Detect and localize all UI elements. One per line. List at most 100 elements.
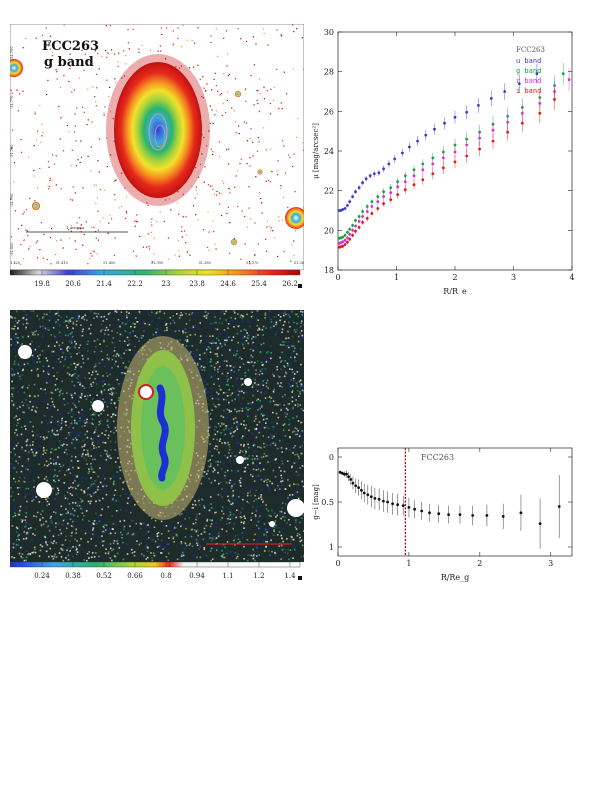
x-tick-label: 0: [335, 559, 340, 568]
x-tick-label: 1: [406, 559, 411, 568]
data-point: [517, 82, 521, 85]
star: [231, 239, 237, 245]
data-point: [447, 513, 450, 516]
x-tick-label: 0: [335, 273, 340, 282]
colorbar-svg: 19.8 20.6 21.4 22.2 23 23.8 24.6 25.4 26.2: [10, 269, 302, 288]
y-axis-label: μ [mag/arcsec²]: [312, 123, 320, 179]
colorbar-tick-label: 23.8: [189, 280, 205, 288]
data-point: [376, 207, 380, 210]
dec-tick-label: -34.800: [10, 243, 14, 256]
y-tick-label: 24: [324, 147, 334, 156]
data-point: [421, 178, 425, 182]
y-tick-label: 22: [324, 187, 334, 196]
data-point: [370, 212, 374, 215]
star: [36, 482, 52, 498]
dec-tick-labels: -34.760 -34.770 -34.780 -34.790 -34.800: [10, 47, 14, 256]
data-point: [471, 514, 475, 517]
sb-profile-svg: 0 1 2 3 4 18 20 22 24 26 28 30 R/R_e μ [mag/arcsec²] F…: [312, 28, 575, 294]
data-point: [343, 243, 347, 247]
g-band-surface-brightness-map: 1 arcmin FCC263 g band 51.420 51.410 51.40…: [10, 24, 304, 270]
data-point: [520, 121, 524, 125]
data-point: [443, 121, 446, 125]
band-label: g band: [44, 55, 94, 70]
data-point: [441, 150, 445, 154]
data-point: [520, 111, 524, 115]
data-point: [345, 472, 348, 476]
colorbar-tick-label: 1.2: [253, 572, 264, 580]
star: [257, 169, 263, 175]
colorbar-svg: 0.24 0.38 0.52 0.66 0.8 0.94 1.1 1.2 1.4: [10, 561, 302, 580]
data-point: [553, 98, 556, 101]
dec-tick-label: -34.770: [10, 96, 14, 109]
data-point: [357, 226, 361, 229]
data-point: [377, 497, 381, 501]
colorbar-tick-label: 0.8: [160, 572, 171, 580]
dec-tick-label: -34.780: [10, 145, 14, 158]
star: [10, 59, 23, 77]
star: [235, 91, 241, 97]
color-index-colorbar: 0.24 0.38 0.52 0.66 0.8 0.94 1.1 1.2 1.4: [10, 560, 304, 582]
data-point: [354, 219, 357, 222]
dust-contour-inner: [154, 124, 166, 148]
legend-entry: u band: [516, 57, 541, 65]
data-point: [373, 497, 377, 500]
data-point: [343, 233, 347, 237]
star: [92, 400, 104, 412]
ra-tick-label: 51.360: [294, 261, 304, 265]
data-point: [361, 221, 364, 224]
ra-tick-label: 51.380: [199, 261, 211, 265]
data-point: [386, 500, 389, 504]
y-tick-label: 26: [324, 107, 334, 116]
data-point: [370, 200, 374, 204]
colorbar-tick-label: 0.24: [34, 572, 50, 580]
ra-tick-label: 51.420: [10, 261, 20, 265]
data-point: [338, 470, 342, 474]
data-point: [403, 180, 407, 184]
data-point: [340, 471, 344, 475]
colorbar-tick-label: 26.2: [282, 280, 298, 288]
data-point: [365, 205, 369, 208]
y-axis-label: g−i [mag]: [312, 484, 320, 520]
data-point: [347, 475, 350, 479]
y-tick-label: 20: [324, 226, 334, 235]
data-point: [453, 115, 457, 119]
star: [269, 521, 275, 527]
data-point: [364, 177, 368, 181]
colorbar-tick-label: 21.4: [96, 280, 112, 288]
data-point: [341, 235, 345, 239]
data-point: [453, 150, 457, 154]
data-point: [408, 145, 411, 149]
data-point: [431, 172, 435, 176]
data-point: [477, 104, 480, 107]
data-point: [441, 156, 445, 160]
data-point: [412, 183, 416, 187]
y-tick-label: 18: [324, 266, 334, 275]
data-point: [557, 505, 561, 508]
colorbar-tick-label: 22.2: [127, 280, 143, 288]
data-point: [389, 186, 393, 190]
colorbar-tick-label: 0.52: [96, 572, 112, 580]
colorbar-tick-label: 1.4: [284, 572, 296, 580]
g-i-color-map: [10, 310, 304, 562]
data-point: [348, 200, 352, 204]
g-band-map-svg: 1 arcmin FCC263 g band 51.420 51.410 51.40…: [10, 24, 304, 270]
data-point: [382, 202, 385, 206]
dec-tick-label: -34.760: [10, 47, 14, 60]
legend-entry: r band: [516, 77, 541, 85]
ra-tick-label: 51.370: [246, 261, 258, 265]
data-point: [370, 205, 374, 208]
data-point: [403, 188, 407, 192]
data-point: [485, 514, 489, 517]
galaxy-fcc263: [114, 62, 202, 198]
data-point: [433, 127, 436, 131]
data-point: [343, 207, 347, 210]
colorbar-tick-label: 20.6: [65, 280, 81, 288]
data-point: [348, 227, 352, 231]
data-point: [382, 167, 385, 171]
dust-contour: [148, 113, 168, 151]
data-point: [538, 111, 542, 115]
legend-entry: g band: [516, 67, 541, 75]
data-point: [465, 110, 469, 114]
x-tick-label: 2: [477, 559, 482, 568]
data-point: [372, 172, 376, 176]
